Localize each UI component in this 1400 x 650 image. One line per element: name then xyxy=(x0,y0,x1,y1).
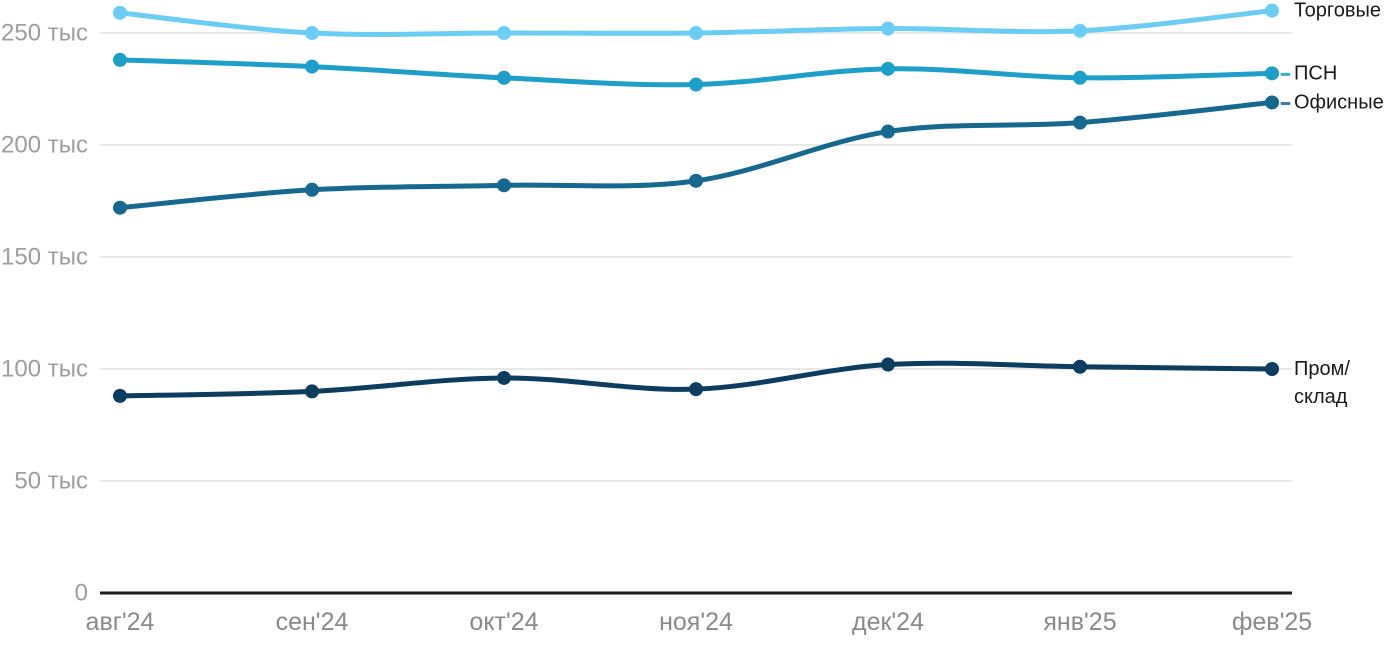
x-axis-tick-label: сен'24 xyxy=(276,608,349,636)
series-point-retail-6[interactable] xyxy=(1265,3,1279,18)
x-axis-tick-label: фев'25 xyxy=(1232,608,1312,636)
series-point-office-4[interactable] xyxy=(881,124,895,139)
y-axis-tick-label: 50 тыс xyxy=(14,468,88,495)
y-axis-tick-label: 150 тыс xyxy=(1,244,88,271)
series-point-psn-1[interactable] xyxy=(305,59,319,74)
series-point-industrial-warehouse-5[interactable] xyxy=(1073,359,1087,374)
series-line-office[interactable] xyxy=(117,99,1275,211)
series-point-retail-1[interactable] xyxy=(305,26,319,40)
series-point-psn-5[interactable] xyxy=(1073,70,1087,85)
x-axis-tick-label: янв'25 xyxy=(1043,608,1116,636)
series-point-industrial-warehouse-3[interactable] xyxy=(689,382,703,397)
series-point-industrial-warehouse-1[interactable] xyxy=(305,384,319,399)
series-point-office-1[interactable] xyxy=(305,182,319,197)
series-point-retail-5[interactable] xyxy=(1073,23,1087,38)
x-axis-tick-label: дек'24 xyxy=(852,608,924,636)
series-point-retail-4[interactable] xyxy=(881,21,895,36)
series-point-office-2[interactable] xyxy=(497,178,511,193)
series-point-industrial-warehouse-0[interactable] xyxy=(113,388,127,403)
y-axis-tick-label: 0 xyxy=(75,580,88,607)
series-point-industrial-warehouse-4[interactable] xyxy=(881,357,895,372)
series-point-psn-4[interactable] xyxy=(881,61,895,76)
series-label-office: Офисные xyxy=(1294,91,1384,113)
series-point-psn-3[interactable] xyxy=(689,77,703,92)
series-point-office-0[interactable] xyxy=(113,200,127,215)
series-point-retail-0[interactable] xyxy=(113,5,127,20)
series-point-retail-2[interactable] xyxy=(497,26,511,40)
series-point-retail-3[interactable] xyxy=(689,26,703,40)
series-point-industrial-warehouse-2[interactable] xyxy=(497,370,511,385)
y-axis-tick-label: 100 тыс xyxy=(1,356,88,383)
x-axis-tick-label: ноя'24 xyxy=(659,608,733,636)
series-point-psn-2[interactable] xyxy=(497,70,511,85)
x-axis-tick-label: окт'24 xyxy=(469,608,538,636)
series-point-industrial-warehouse-6[interactable] xyxy=(1265,362,1279,376)
series-point-psn-6[interactable] xyxy=(1265,66,1279,81)
series-label-industrial-warehouse-line-1: Пром/ xyxy=(1294,358,1350,380)
series-label-retail: Торговые xyxy=(1294,0,1381,22)
series-point-office-6[interactable] xyxy=(1265,95,1279,110)
series-point-psn-0[interactable] xyxy=(113,52,127,67)
x-axis-tick-label: авг'24 xyxy=(86,608,155,636)
series-point-office-3[interactable] xyxy=(689,173,703,188)
y-axis-tick-label: 250 тыс xyxy=(1,20,88,47)
y-axis-tick-label: 200 тыс xyxy=(1,132,88,159)
series-point-office-5[interactable] xyxy=(1073,115,1087,130)
series-label-psn: ПСН xyxy=(1294,62,1337,84)
series-label-industrial-warehouse-line-2: склад xyxy=(1294,386,1348,408)
